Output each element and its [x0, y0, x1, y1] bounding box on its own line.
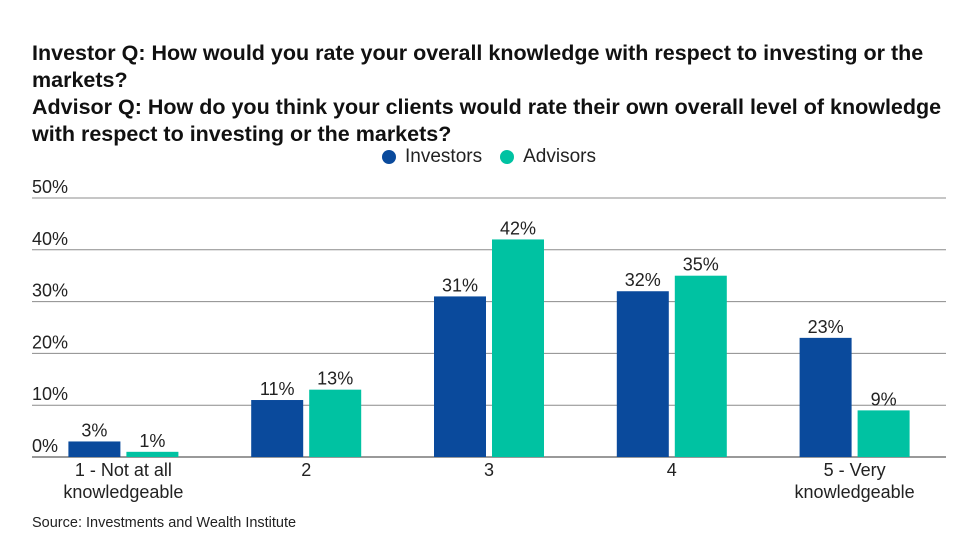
x-tick-label: knowledgeable: [63, 482, 183, 502]
bar-advisors-1: [126, 451, 179, 457]
title-advisor-question: Advisor Q: How do you think your clients…: [32, 95, 942, 146]
x-tick-label: 2: [301, 460, 311, 480]
legend-label-advisors: Advisors: [523, 146, 596, 167]
y-tick-label: 50%: [32, 177, 68, 197]
x-tick-label: knowledgeable: [795, 482, 915, 502]
legend-item-advisors: Advisors: [500, 146, 596, 168]
bar-investors-1: [68, 441, 121, 457]
data-label-advisors-1: 1%: [139, 431, 165, 451]
data-label-advisors-2: 13%: [317, 369, 353, 389]
chart-title: Investor Q: How would you rate your over…: [32, 40, 962, 148]
data-label-investors-1: 3%: [81, 420, 107, 440]
y-tick-label: 20%: [32, 332, 68, 352]
x-tick-label: 3: [484, 460, 494, 480]
bar-advisors-5: [857, 410, 910, 457]
x-tick-label: 4: [667, 460, 677, 480]
legend-swatch-advisors: [500, 150, 515, 164]
bar-advisors-2: [309, 389, 362, 457]
bar-investors-3: [434, 296, 486, 457]
x-tick-label: 1 - Not at all: [75, 460, 172, 480]
y-tick-label: 0%: [32, 436, 58, 456]
data-label-advisors-5: 9%: [871, 389, 897, 409]
title-investor-question: Investor Q: How would you rate your over…: [32, 41, 924, 92]
legend-label-investors: Investors: [405, 146, 483, 167]
source-note: Source: Investments and Wealth Institute: [32, 515, 297, 531]
legend-swatch-investors: [382, 150, 397, 164]
data-label-investors-3: 31%: [442, 275, 478, 295]
data-label-investors-2: 11%: [260, 379, 295, 399]
legend-item-investors: Investors: [382, 146, 482, 168]
bar-investors-5: [799, 337, 852, 457]
bar-investors-2: [251, 400, 304, 457]
y-tick-label: 40%: [32, 229, 68, 249]
data-label-advisors-4: 35%: [683, 255, 719, 275]
data-label-investors-5: 23%: [808, 317, 844, 337]
y-tick-label: 10%: [32, 384, 68, 404]
data-label-investors-4: 32%: [625, 270, 661, 290]
legend: Investors Advisors: [0, 146, 978, 168]
x-tick-label: 5 - Very: [824, 460, 886, 480]
bar-investors-4: [616, 291, 669, 457]
data-label-advisors-3: 42%: [500, 218, 536, 238]
bar-advisors-3: [492, 239, 544, 457]
bar-advisors-4: [674, 275, 727, 457]
y-tick-label: 30%: [32, 281, 68, 301]
